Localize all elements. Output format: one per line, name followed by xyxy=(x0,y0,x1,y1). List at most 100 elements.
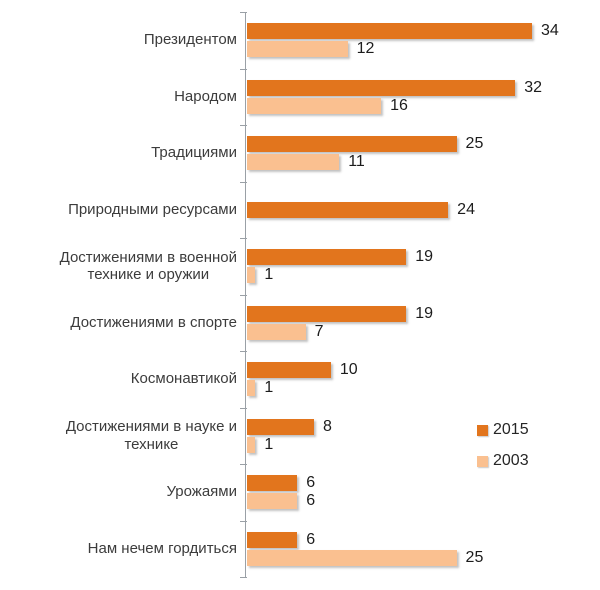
axis-tick xyxy=(240,407,247,409)
bar-line-2003: 7 xyxy=(247,322,600,340)
bar-2015 xyxy=(247,201,449,218)
bar-2015 xyxy=(247,475,298,492)
bar-group: 24 xyxy=(237,182,600,239)
bar-group: 25 11 xyxy=(237,125,600,182)
value-label-2003: 1 xyxy=(264,379,274,397)
bar-line-2003: 1 xyxy=(247,266,600,284)
value-label-2015: 25 xyxy=(465,135,484,153)
axis-tick xyxy=(240,12,247,13)
category-label-cell: Космонавтикой xyxy=(0,351,237,408)
bar-group: 19 1 xyxy=(237,238,600,295)
legend-item-2015: 2015 xyxy=(477,421,529,439)
bar-line-2015: 24 xyxy=(247,200,600,218)
category-label: Традициями xyxy=(151,144,237,162)
chart-row: Традициями 25 11 xyxy=(0,125,600,182)
chart-rows: Президентом 34 12 Народом 32 16 Традициями 25 11… xyxy=(0,12,600,577)
value-label-2003: 25 xyxy=(465,548,484,566)
value-label-2015: 32 xyxy=(524,78,543,96)
value-label-2015: 19 xyxy=(415,304,434,322)
axis-tick xyxy=(240,125,247,126)
chart-row: Урожаями 6 6 xyxy=(0,464,600,521)
bar-2015 xyxy=(247,305,407,322)
bar-group: 6 25 xyxy=(237,521,600,578)
category-label: Природными ресурсами xyxy=(68,200,237,218)
bar-line-2015: 6 xyxy=(247,474,600,492)
bar-line-2015: 34 xyxy=(247,22,600,40)
bar-group: 34 12 xyxy=(237,12,600,69)
category-label-cell: Урожаями xyxy=(0,464,237,521)
bar-line-2015: 8 xyxy=(247,417,600,435)
category-label: Урожаями xyxy=(166,483,237,501)
bar-group: 10 1 xyxy=(237,351,600,408)
category-label: Президентом xyxy=(143,31,237,49)
chart-row: Президентом 34 12 xyxy=(0,12,600,69)
bar-2015 xyxy=(247,79,516,96)
bar-line-2015: 32 xyxy=(247,78,600,96)
legend-swatch-2015-icon xyxy=(477,424,488,436)
bar-2003 xyxy=(247,97,382,114)
bar-line-2003: 25 xyxy=(247,548,600,566)
bar-line-2003: 16 xyxy=(247,96,600,114)
bar-line-2003: 11 xyxy=(247,153,600,171)
value-label-2015: 24 xyxy=(457,200,475,218)
chart-row: Достижениями в спорте 19 7 xyxy=(0,295,600,352)
bar-2003 xyxy=(247,436,256,453)
category-label: Народом xyxy=(174,87,237,105)
axis-tick xyxy=(240,520,247,522)
value-label-2003: 7 xyxy=(314,322,324,340)
bar-2003 xyxy=(247,493,298,510)
axis-tick xyxy=(240,181,247,183)
axis-tick xyxy=(240,351,247,352)
axis-tick xyxy=(240,238,247,239)
legend-label-2003: 2003 xyxy=(493,452,529,469)
category-label: Достижениями в науке и технике xyxy=(65,418,237,453)
category-label-cell: Достижениями в спорте xyxy=(0,295,237,352)
bar-2015 xyxy=(247,136,457,153)
bar-line-2015: 25 xyxy=(247,135,600,153)
chart-row: Достижениями в науке и технике 8 1 xyxy=(0,408,600,465)
chart-row: Достижениями в военной технике и оружии 1… xyxy=(0,238,600,295)
bar-line-2015: 6 xyxy=(247,530,600,548)
value-label-2003: 6 xyxy=(306,492,316,510)
category-label: Нам нечем гордиться xyxy=(87,539,237,557)
value-label-2015: 34 xyxy=(541,22,559,40)
bar-group: 19 7 xyxy=(237,295,600,352)
bar-2003 xyxy=(247,380,256,397)
bar-2003 xyxy=(247,154,340,171)
category-label-cell: Президентом xyxy=(0,12,237,69)
value-label-2003: 16 xyxy=(390,96,408,114)
bar-2015 xyxy=(247,23,532,40)
bar-line-2003: 6 xyxy=(247,492,600,510)
bar-line-2003: 1 xyxy=(247,379,600,397)
legend: 2015 2003 xyxy=(477,421,529,483)
category-label: Достижениями в спорте xyxy=(70,313,237,331)
value-label-2015: 8 xyxy=(323,417,332,435)
bar-line-2003: 1 xyxy=(247,435,600,453)
legend-swatch-2003-icon xyxy=(477,455,488,467)
bar-2015 xyxy=(247,531,298,548)
bar-group: 32 16 xyxy=(237,69,600,126)
axis-tick xyxy=(240,294,247,296)
bar-2015 xyxy=(247,362,331,379)
axis-tick xyxy=(240,577,247,578)
bar-2003 xyxy=(247,267,256,284)
bar-2015 xyxy=(247,249,407,266)
bar-line-2015: 10 xyxy=(247,361,600,379)
value-label-2003: 1 xyxy=(264,435,274,453)
chart-row: Народом 32 16 xyxy=(0,69,600,126)
bar-line-2015: 19 xyxy=(247,248,600,266)
value-label-2015: 6 xyxy=(306,530,316,548)
bar-2003 xyxy=(247,323,306,340)
category-label-cell: Народом xyxy=(0,69,237,126)
chart-row: Космонавтикой 10 1 xyxy=(0,351,600,408)
category-label: Достижениями в военной технике и оружии xyxy=(59,248,237,284)
axis-tick xyxy=(240,464,247,465)
value-label-2015: 6 xyxy=(306,474,316,492)
value-label-2003: 1 xyxy=(264,266,274,284)
category-label-cell: Достижениями в науке и технике xyxy=(0,408,237,465)
category-label-cell: Достижениями в военной технике и оружии xyxy=(0,238,237,295)
bar-line-2003: 12 xyxy=(247,40,600,58)
